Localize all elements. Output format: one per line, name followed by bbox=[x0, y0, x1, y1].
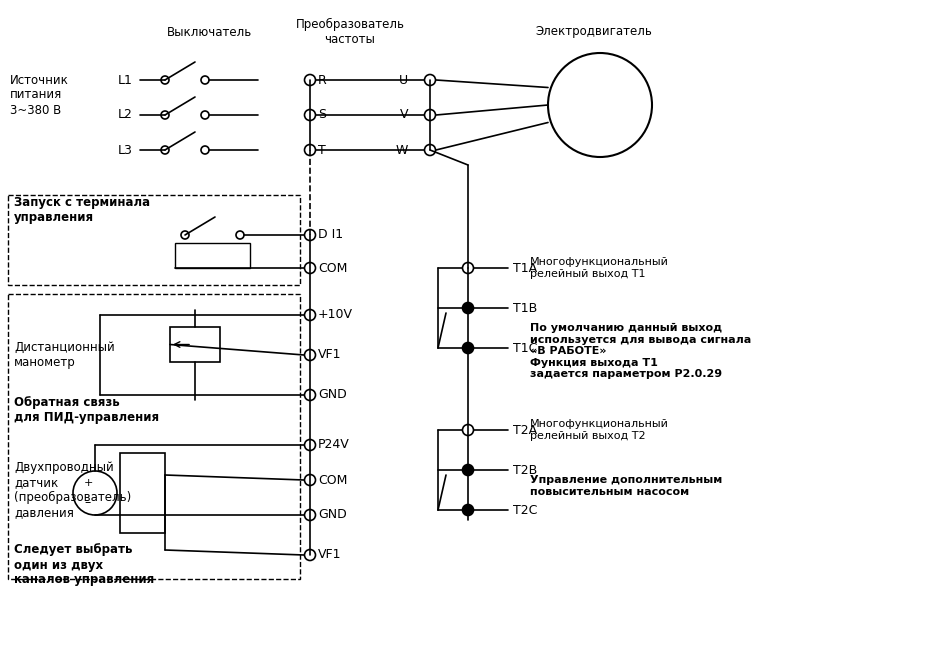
Text: S: S bbox=[318, 108, 325, 122]
Text: P24V: P24V bbox=[318, 438, 349, 452]
Bar bbox=[120, 453, 165, 533]
Text: Источник
питания
3~380 В: Источник питания 3~380 В bbox=[10, 73, 69, 116]
Text: V: V bbox=[399, 108, 408, 122]
Text: Дистанционный
манометр: Дистанционный манометр bbox=[14, 341, 115, 369]
Text: Следует выбрать
один из двух
каналов управления: Следует выбрать один из двух каналов упр… bbox=[14, 544, 154, 587]
Text: По умолчанию данный выход
используется для вывода сигнала
«В РАБОТЕ»
Функция вых: По умолчанию данный выход используется д… bbox=[529, 323, 751, 379]
Circle shape bbox=[463, 343, 473, 353]
Text: Многофункциональный
релейный выход Т2: Многофункциональный релейный выход Т2 bbox=[529, 420, 668, 441]
Text: T2A: T2A bbox=[513, 424, 537, 436]
Text: Электродвигатель: Электродвигатель bbox=[535, 25, 651, 39]
Text: Многофункциональный
релейный выход Т1: Многофункциональный релейный выход Т1 bbox=[529, 257, 668, 279]
Text: GND: GND bbox=[318, 508, 347, 522]
Bar bbox=[8, 294, 299, 579]
Circle shape bbox=[463, 505, 473, 515]
Text: T2C: T2C bbox=[513, 504, 537, 516]
Text: T2B: T2B bbox=[513, 464, 537, 476]
Circle shape bbox=[463, 303, 473, 313]
Circle shape bbox=[463, 465, 473, 475]
Text: D I1: D I1 bbox=[318, 228, 343, 242]
Text: COM: COM bbox=[318, 474, 347, 486]
Text: –: – bbox=[84, 496, 91, 510]
Text: T: T bbox=[318, 144, 325, 156]
Text: +: + bbox=[83, 478, 93, 488]
Text: Двухпроводный
датчик
(преобразователь)
давления: Двухпроводный датчик (преобразователь) д… bbox=[14, 461, 131, 519]
Text: T1A: T1A bbox=[513, 261, 537, 275]
Bar bbox=[175, 243, 249, 268]
Bar bbox=[170, 327, 220, 362]
Text: T1B: T1B bbox=[513, 301, 537, 315]
Text: VF1: VF1 bbox=[318, 349, 341, 361]
Text: COM: COM bbox=[318, 261, 347, 275]
Text: Управление дополнительным
повысительным насосом: Управление дополнительным повысительным … bbox=[529, 475, 721, 496]
Text: GND: GND bbox=[318, 389, 347, 401]
Text: L3: L3 bbox=[118, 144, 133, 156]
Text: W: W bbox=[395, 144, 408, 156]
Text: Преобразователь
частоты: Преобразователь частоты bbox=[295, 18, 404, 46]
Text: Запуск с терминала
управления: Запуск с терминала управления bbox=[14, 196, 150, 224]
Text: Выключатель: Выключатель bbox=[167, 25, 252, 39]
Text: VF1: VF1 bbox=[318, 548, 341, 562]
Text: T1C: T1C bbox=[513, 341, 537, 355]
Text: +10V: +10V bbox=[318, 309, 352, 321]
Text: L1: L1 bbox=[118, 73, 133, 86]
Text: L2: L2 bbox=[118, 108, 133, 122]
Bar bbox=[8, 195, 299, 285]
Text: U: U bbox=[399, 73, 408, 86]
Text: R: R bbox=[318, 73, 326, 86]
Text: Обратная связь
для ПИД-управления: Обратная связь для ПИД-управления bbox=[14, 396, 159, 424]
